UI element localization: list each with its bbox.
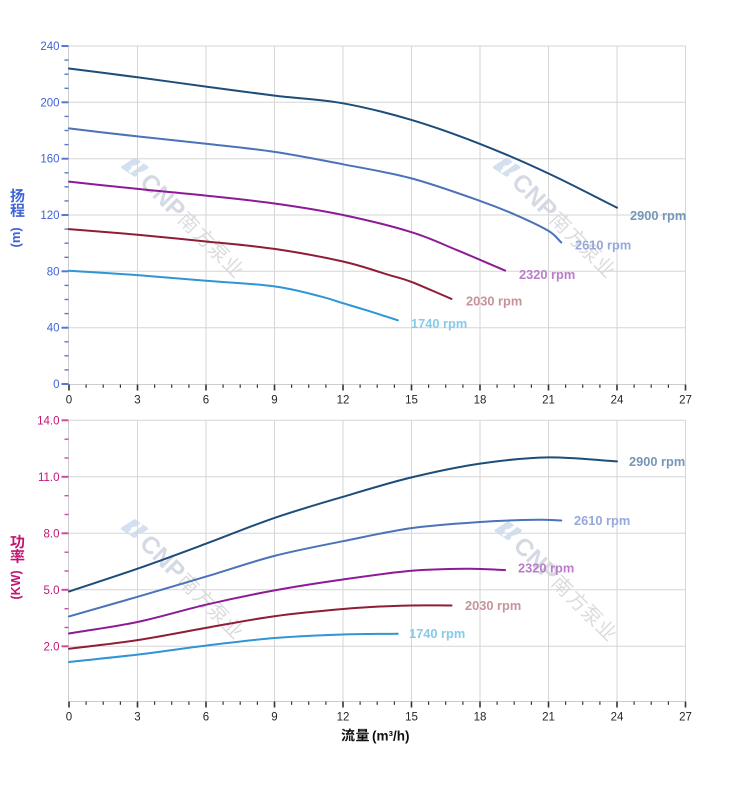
svg-text:2.0: 2.0	[44, 641, 60, 653]
svg-text:12: 12	[337, 395, 350, 407]
svg-text:15: 15	[405, 395, 418, 407]
svg-text:3: 3	[134, 395, 140, 407]
svg-text:2030 rpm: 2030 rpm	[466, 294, 522, 309]
svg-text:6: 6	[203, 395, 209, 407]
svg-text:14.0: 14.0	[37, 415, 59, 427]
svg-text:27: 27	[679, 712, 692, 724]
svg-text:240: 240	[40, 41, 59, 53]
svg-text:1740 rpm: 1740 rpm	[411, 316, 467, 331]
svg-text:15: 15	[405, 712, 418, 724]
svg-text:(m³/h): (m³/h)	[372, 729, 410, 744]
svg-text:3: 3	[134, 712, 140, 724]
svg-text:2610 rpm: 2610 rpm	[574, 513, 630, 528]
svg-text:2030 rpm: 2030 rpm	[465, 598, 521, 613]
svg-text:120: 120	[40, 210, 59, 222]
svg-text:0: 0	[53, 379, 59, 391]
svg-text:24: 24	[611, 712, 624, 724]
svg-text:18: 18	[474, 395, 487, 407]
svg-text:8.0: 8.0	[44, 528, 60, 540]
svg-text:6: 6	[203, 712, 209, 724]
svg-text:21: 21	[542, 395, 555, 407]
svg-text:(KW): (KW)	[9, 570, 23, 599]
svg-text:0: 0	[66, 395, 72, 407]
svg-text:40: 40	[47, 323, 60, 335]
svg-text:160: 160	[40, 154, 59, 166]
svg-text:200: 200	[40, 97, 59, 109]
svg-text:2900 rpm: 2900 rpm	[629, 454, 685, 469]
svg-text:2320 rpm: 2320 rpm	[518, 561, 574, 576]
svg-text:9: 9	[271, 712, 277, 724]
svg-text:27: 27	[679, 395, 692, 407]
svg-text:1740 rpm: 1740 rpm	[409, 626, 465, 641]
svg-text:24: 24	[611, 395, 624, 407]
svg-text:2320 rpm: 2320 rpm	[519, 267, 575, 282]
svg-text:18: 18	[474, 712, 487, 724]
svg-text:21: 21	[542, 712, 555, 724]
svg-text:0: 0	[66, 712, 72, 724]
svg-text:2610 rpm: 2610 rpm	[575, 238, 631, 253]
svg-text:2900 rpm: 2900 rpm	[630, 208, 686, 223]
svg-text:9: 9	[271, 395, 277, 407]
svg-text:11.0: 11.0	[38, 472, 60, 484]
svg-text:12: 12	[337, 712, 350, 724]
svg-text:5.0: 5.0	[44, 585, 60, 597]
svg-text:80: 80	[47, 266, 60, 278]
svg-text:(m): (m)	[8, 227, 23, 247]
